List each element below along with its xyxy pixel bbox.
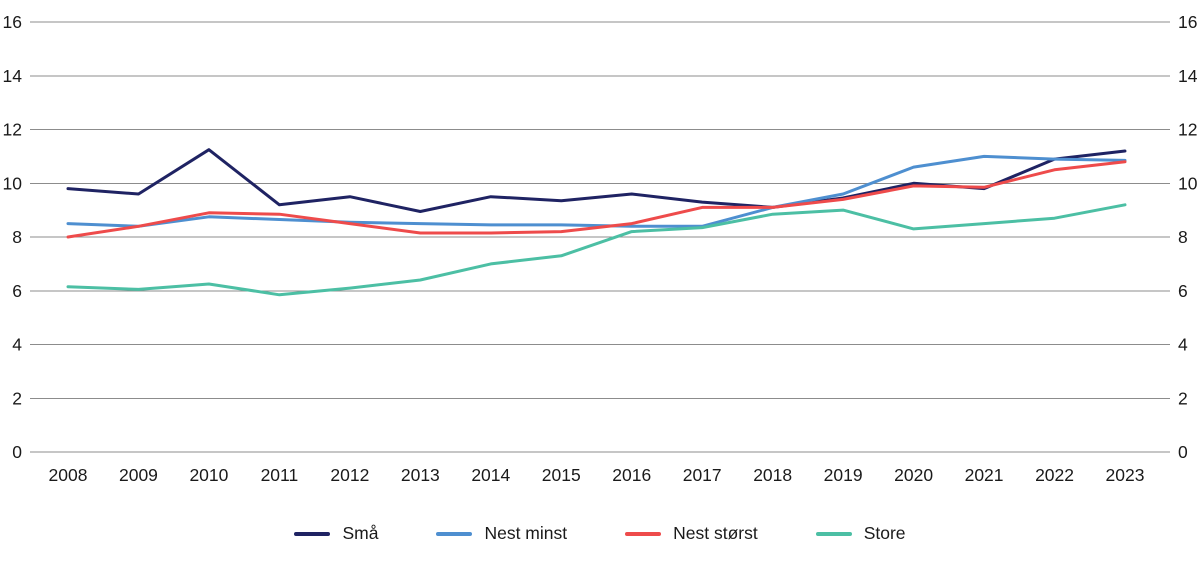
x-tick-label: 2020 [894, 465, 933, 485]
legend-swatch-nest-storst [625, 531, 662, 536]
y-tick-label-right: 14 [1178, 66, 1198, 86]
x-tick-label: 2014 [471, 465, 510, 485]
x-tick-label: 2019 [824, 465, 863, 485]
x-tick-label: 2008 [49, 465, 88, 485]
x-tick-label: 2010 [189, 465, 228, 485]
y-tick-label-left: 6 [12, 281, 22, 301]
legend-label-nest-minst: Nest minst [484, 523, 568, 543]
series-line-nest-størst [66, 160, 1127, 239]
y-tick-label-right: 12 [1178, 120, 1197, 140]
legend-item-store: Store [815, 523, 906, 544]
y-tick-label-left: 10 [3, 173, 23, 193]
chart-svg: 0 0 2 2 4 4 6 6 8 8 10 10 12 12 14 14 16 16 2008 2009 2010 20… [3, 12, 1198, 485]
chart-area: 0 0 2 2 4 4 6 6 8 8 10 10 12 12 14 14 16 16 2008 2009 2010 20… [3, 12, 1198, 485]
x-tick-label: 2011 [261, 465, 299, 485]
legend-swatch-store [815, 531, 852, 536]
legend-item-nest-storst: Nest størst [625, 523, 758, 544]
x-tick-label: 2021 [965, 465, 1004, 485]
y-tick-label-right: 10 [1178, 173, 1198, 193]
y-tick-label-right: 2 [1178, 388, 1188, 408]
legend-item-sma: Små [294, 523, 378, 544]
y-tick-label-left: 0 [12, 442, 22, 462]
x-tick-label: 2016 [612, 465, 651, 485]
x-tick-label: 2022 [1035, 465, 1074, 485]
y-tick-label-left: 2 [12, 388, 22, 408]
y-tick-label-right: 8 [1178, 227, 1188, 247]
legend-swatch-nest-minst [436, 531, 473, 536]
y-tick-label-left: 8 [12, 227, 22, 247]
legend-item-nest-minst: Nest minst [436, 523, 567, 544]
y-tick-label-right: 0 [1178, 442, 1188, 462]
y-tick-label-left: 16 [3, 12, 22, 32]
legend: Små Nest minst Nest størst Store [0, 505, 1200, 562]
y-tick-label-left: 12 [3, 120, 22, 140]
x-tick-label: 2012 [330, 465, 369, 485]
series-line-store [66, 203, 1127, 297]
legend-label-nest-storst: Nest størst [673, 523, 758, 543]
x-tick-label: 2018 [753, 465, 792, 485]
series-line-nest-minst [66, 154, 1127, 228]
y-tick-label-left: 14 [3, 66, 23, 86]
legend-label-sma: Små [342, 523, 379, 543]
x-tick-label: 2013 [401, 465, 440, 485]
x-tick-label: 2017 [683, 465, 722, 485]
x-tick-label: 2023 [1106, 465, 1145, 485]
y-tick-label-right: 4 [1178, 335, 1188, 355]
legend-label-store: Store [863, 523, 906, 543]
x-tick-label: 2015 [542, 465, 581, 485]
y-tick-label-left: 4 [12, 335, 22, 355]
legend-swatch-sma [294, 531, 331, 536]
y-tick-label-right: 6 [1178, 281, 1188, 301]
x-tick-label: 2009 [119, 465, 158, 485]
y-tick-label-right: 16 [1178, 12, 1197, 32]
